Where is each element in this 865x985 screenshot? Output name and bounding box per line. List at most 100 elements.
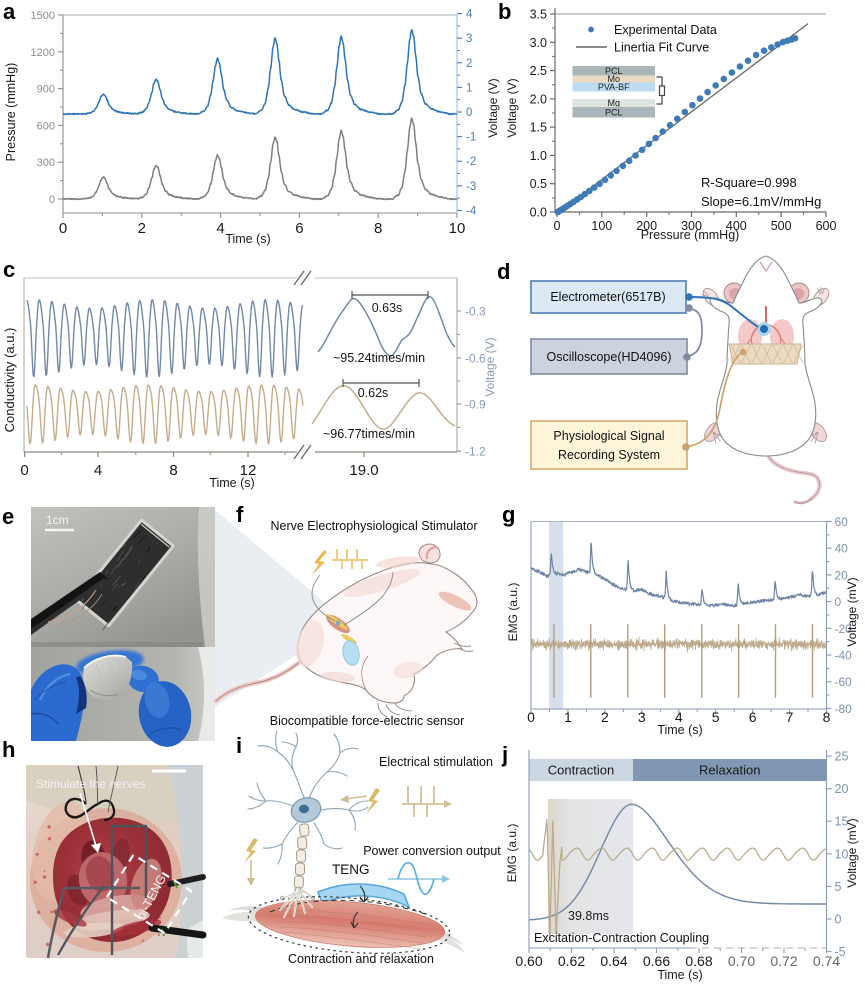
svg-text:0.60: 0.60 (515, 953, 542, 969)
svg-text:Mo: Mo (607, 74, 620, 84)
svg-text:-60: -60 (835, 675, 853, 689)
svg-text:4: 4 (466, 9, 473, 21)
svg-text:1.0: 1.0 (530, 149, 547, 163)
svg-text:300: 300 (681, 219, 702, 233)
svg-text:2.5: 2.5 (530, 64, 547, 78)
svg-text:1500: 1500 (31, 10, 55, 22)
svg-text:4: 4 (94, 462, 102, 479)
svg-text:PCL: PCL (605, 66, 623, 76)
svg-text:Voltage (mV): Voltage (mV) (845, 577, 859, 646)
svg-text:1.5: 1.5 (530, 121, 547, 135)
svg-text:Experimental Data: Experimental Data (614, 23, 717, 37)
svg-text:i: i (236, 733, 242, 758)
svg-text:Power conversion output: Power conversion output (363, 844, 501, 858)
svg-text:-1.2: -1.2 (465, 445, 486, 459)
svg-text:4: 4 (675, 709, 683, 725)
svg-text:-0.3: -0.3 (465, 305, 486, 319)
svg-text:0.68: 0.68 (685, 953, 712, 969)
svg-text:Physiological Signal: Physiological Signal (553, 429, 664, 443)
svg-text:6: 6 (749, 709, 757, 725)
svg-text:0: 0 (527, 709, 535, 725)
svg-text:3.5: 3.5 (530, 8, 547, 22)
svg-text:0: 0 (835, 595, 842, 609)
svg-text:400: 400 (726, 219, 747, 233)
svg-text:0.72: 0.72 (770, 953, 797, 969)
svg-text:Slope=6.1mV/mmHg: Slope=6.1mV/mmHg (701, 194, 821, 209)
svg-text:Time (s): Time (s) (657, 968, 702, 982)
svg-text:j: j (501, 742, 508, 767)
svg-text:10: 10 (835, 847, 849, 861)
svg-text:40: 40 (835, 542, 849, 556)
svg-text:c: c (3, 257, 15, 282)
svg-text:Mg: Mg (607, 98, 620, 108)
svg-text:Time (s): Time (s) (225, 232, 270, 246)
svg-text:2: 2 (601, 709, 609, 725)
svg-text:8: 8 (169, 462, 177, 479)
svg-text:0.62: 0.62 (558, 953, 585, 969)
svg-text:7: 7 (786, 709, 794, 725)
svg-text:-80: -80 (835, 702, 853, 716)
svg-text:EMG (a.u.): EMG (a.u.) (506, 583, 520, 642)
svg-text:0.0: 0.0 (530, 206, 547, 220)
svg-text:100: 100 (591, 219, 612, 233)
svg-text:Pressure (mmHg): Pressure (mmHg) (4, 63, 18, 162)
svg-text:60: 60 (835, 515, 849, 529)
svg-text:0: 0 (466, 107, 472, 119)
svg-text:Voltage (V): Voltage (V) (505, 78, 519, 137)
svg-text:Relaxation: Relaxation (699, 763, 760, 778)
svg-text:3.0: 3.0 (530, 36, 547, 50)
svg-text:600: 600 (37, 120, 55, 132)
svg-text:0.62s: 0.62s (358, 386, 389, 400)
svg-text:-1: -1 (466, 132, 476, 144)
svg-text:1: 1 (466, 82, 472, 94)
svg-text:39.8ms: 39.8ms (568, 909, 609, 923)
svg-text:0: 0 (554, 219, 561, 233)
svg-text:Conductivity (a.u.): Conductivity (a.u.) (2, 328, 17, 433)
svg-text:6: 6 (295, 220, 303, 237)
svg-text:Time (s): Time (s) (209, 476, 254, 490)
svg-text:h: h (2, 737, 15, 762)
svg-text:12: 12 (240, 462, 257, 479)
svg-text:1200: 1200 (31, 47, 55, 59)
svg-text:25: 25 (835, 750, 849, 764)
svg-text:300: 300 (37, 157, 55, 169)
svg-text:-2: -2 (466, 156, 476, 168)
svg-text:0.70: 0.70 (728, 953, 755, 969)
svg-text:1: 1 (564, 709, 572, 725)
svg-text:8: 8 (823, 709, 831, 725)
svg-text:500: 500 (771, 219, 792, 233)
svg-text:0.66: 0.66 (643, 953, 670, 969)
svg-text:-0.6: -0.6 (465, 352, 486, 366)
svg-text:15: 15 (835, 815, 849, 829)
svg-text:TENG: TENG (332, 862, 370, 877)
svg-text:-3: -3 (466, 181, 476, 193)
svg-text:3: 3 (638, 709, 646, 725)
svg-text:2: 2 (466, 58, 472, 70)
svg-text:d: d (497, 259, 510, 284)
svg-text:Voltage (mV): Voltage (mV) (845, 818, 859, 887)
svg-text:5: 5 (712, 709, 720, 725)
svg-text:Electrical stimulation: Electrical stimulation (379, 755, 493, 769)
svg-text:-4: -4 (466, 205, 477, 217)
svg-text:-0.9: -0.9 (465, 398, 486, 412)
svg-text:8: 8 (374, 220, 382, 237)
svg-text:0: 0 (49, 194, 55, 206)
svg-text:20: 20 (835, 782, 849, 796)
svg-text:~95.24times/min: ~95.24times/min (333, 351, 425, 365)
svg-text:Time (s): Time (s) (657, 723, 702, 737)
svg-text:Biocompatible force-electric s: Biocompatible force-electric sensor (270, 714, 465, 728)
svg-text:Recording System: Recording System (558, 448, 660, 462)
svg-text:0.5: 0.5 (530, 177, 547, 191)
svg-text:3: 3 (466, 33, 472, 45)
svg-text:a: a (3, 0, 16, 24)
svg-text:4: 4 (216, 220, 224, 237)
svg-text:R-Square=0.998: R-Square=0.998 (701, 175, 797, 190)
svg-text:g: g (502, 502, 515, 527)
svg-text:Oscilloscope(HD4096): Oscilloscope(HD4096) (546, 350, 671, 364)
svg-text:Linertia Fit Curve: Linertia Fit Curve (614, 41, 709, 55)
svg-text:EMG (a.u.): EMG (a.u.) (505, 824, 519, 883)
svg-text:Voltage (V): Voltage (V) (483, 337, 497, 396)
svg-text:Contraction: Contraction (548, 763, 614, 778)
svg-text:0: 0 (835, 913, 842, 927)
svg-text:900: 900 (37, 84, 55, 96)
